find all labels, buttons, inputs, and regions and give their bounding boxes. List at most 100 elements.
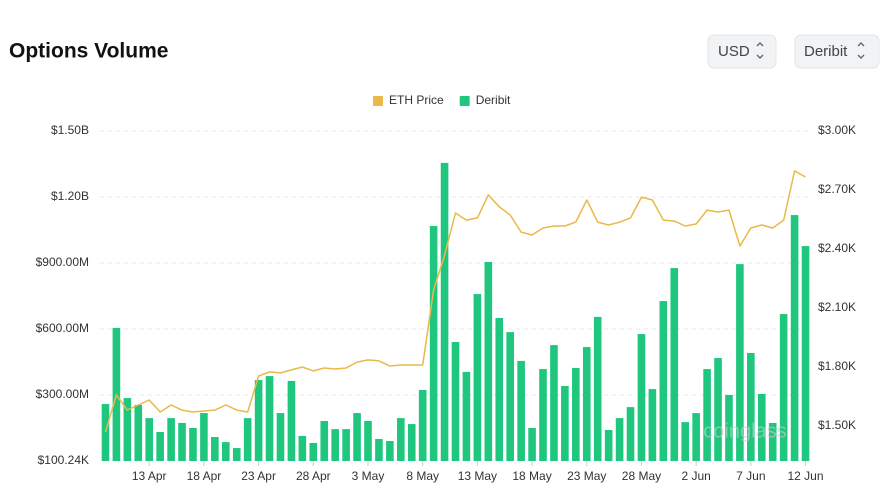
x-tick-label: 7 Jun: [736, 469, 765, 483]
y-tick-label: $1.50B: [51, 123, 89, 137]
bar: [637, 334, 646, 461]
bar: [276, 413, 285, 461]
x-tick-label: 18 May: [512, 469, 551, 483]
legend-swatch: [373, 96, 383, 106]
bar: [561, 385, 569, 461]
bar: [265, 376, 274, 461]
bar: [692, 413, 700, 461]
y-tick-label: $600.00M: [36, 321, 89, 335]
bar: [725, 395, 733, 461]
legend-label: Deribit: [476, 93, 511, 107]
bar: [506, 332, 514, 461]
bar: [528, 428, 536, 461]
y2-tick-label: $2.70K: [818, 182, 856, 196]
y-tick-label: $100.24K: [38, 453, 89, 467]
bar: [156, 431, 164, 461]
x-tick-label: 23 Apr: [241, 469, 276, 483]
bar: [648, 389, 657, 461]
bar: [254, 380, 263, 461]
bar: [429, 226, 438, 461]
bar: [626, 407, 635, 461]
bar: [801, 246, 810, 461]
bar: [309, 442, 318, 461]
bar: [495, 318, 504, 461]
bar: [790, 215, 799, 461]
bar: [397, 418, 405, 461]
x-tick-label: 28 Apr: [296, 469, 331, 483]
bar: [484, 261, 493, 461]
y2-tick-label: $2.10K: [818, 300, 856, 314]
bar: [178, 422, 186, 461]
bar: [342, 429, 350, 461]
bar: [681, 422, 690, 461]
bar: [123, 398, 132, 461]
x-tick-label: 13 May: [458, 469, 497, 483]
bar: [418, 389, 427, 461]
x-tick-label: 8 May: [406, 469, 439, 483]
currency-label[interactable]: USD: [718, 43, 750, 60]
bar: [517, 360, 525, 461]
bar: [189, 428, 197, 461]
bar: [320, 420, 329, 461]
bar: [331, 429, 339, 461]
bar: [353, 413, 361, 461]
x-tick-label: 12 Jun: [788, 469, 824, 483]
bar: [670, 268, 679, 461]
bar: [462, 371, 471, 461]
y-tick-label: $1.20B: [51, 189, 89, 203]
bar: [736, 264, 744, 461]
bar: [101, 404, 110, 461]
y-tick-label: $300.00M: [36, 387, 89, 401]
x-tick-label: 18 Apr: [187, 469, 222, 483]
bar: [200, 413, 208, 461]
x-tick-label: 2 Jun: [681, 469, 710, 483]
bar: [134, 404, 143, 461]
bar: [539, 369, 547, 461]
y-tick-label: $900.00M: [36, 255, 89, 269]
bar: [714, 358, 722, 461]
bar: [287, 380, 296, 461]
y2-tick-label: $1.80K: [818, 359, 856, 373]
bar: [615, 418, 624, 461]
bar: [703, 369, 711, 461]
page-title: Options Volume: [9, 40, 168, 63]
y2-tick-label: $1.50K: [818, 418, 856, 432]
bar: [572, 367, 580, 461]
bar: [659, 301, 668, 461]
bar: [604, 429, 613, 461]
bar: [757, 393, 766, 461]
bar: [386, 441, 394, 461]
exchange-label[interactable]: Deribit: [804, 43, 848, 60]
y2-tick-label: $3.00K: [818, 123, 856, 137]
select-icon: [756, 42, 764, 59]
bar: [582, 347, 591, 461]
bar: [298, 435, 307, 461]
bar: [375, 439, 383, 461]
bar: [451, 341, 460, 461]
legend-swatch: [459, 96, 470, 106]
bar: [550, 345, 558, 461]
bar: [768, 422, 777, 461]
y2-tick-label: $2.40K: [818, 241, 856, 255]
x-tick-label: 3 May: [352, 469, 385, 483]
bar: [747, 352, 755, 461]
bar: [167, 418, 175, 461]
x-tick-label: 23 May: [567, 469, 606, 483]
legend-label: ETH Price: [389, 93, 444, 107]
bar: [221, 442, 230, 461]
bar: [145, 418, 154, 461]
bar: [364, 420, 372, 461]
bar: [407, 424, 416, 461]
watermark: coinglass: [703, 420, 786, 442]
line: [104, 170, 806, 433]
bar: [232, 448, 241, 461]
bar: [473, 294, 482, 461]
x-tick-label: 13 Apr: [132, 469, 167, 483]
x-tick-label: 28 May: [622, 469, 661, 483]
bar: [440, 162, 449, 461]
exchange-select[interactable]: [794, 34, 880, 69]
marks: [101, 162, 810, 461]
bar: [243, 418, 252, 461]
